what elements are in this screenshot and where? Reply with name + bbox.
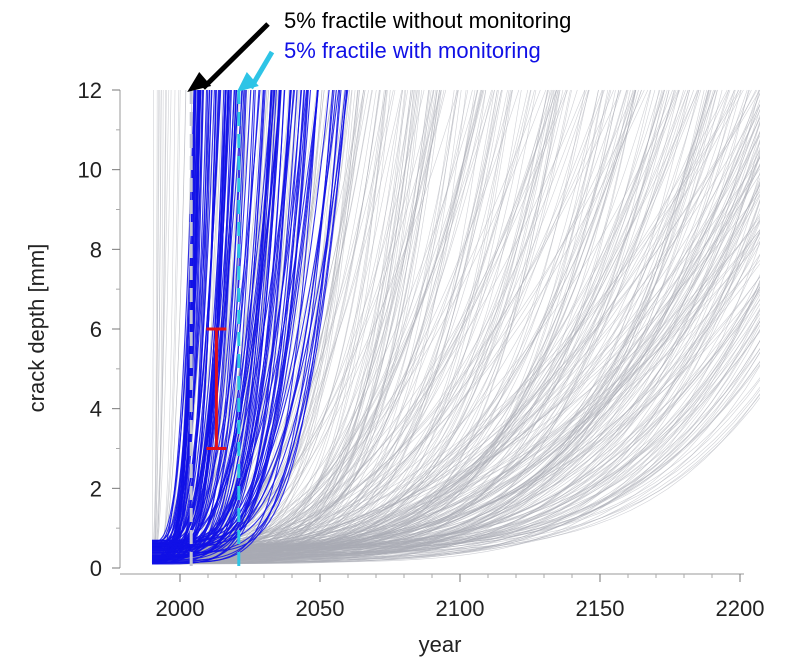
y-ticks: 0 2 4 6 8 10 12 xyxy=(78,78,120,581)
with-monitoring-curve xyxy=(152,89,335,543)
with-monitoring-curve xyxy=(152,89,275,552)
without-monitoring-curve xyxy=(151,89,605,564)
without-monitoring-curve xyxy=(152,152,760,565)
annotation-with-monitoring: 5% fractile with monitoring xyxy=(284,38,541,63)
with-monitoring-curve xyxy=(152,89,245,556)
without-monitoring-curve xyxy=(152,177,760,564)
with-monitoring-curve xyxy=(152,89,235,564)
without-monitoring-curve xyxy=(152,180,760,549)
with-monitoring-curve xyxy=(152,89,217,545)
with-monitoring-series xyxy=(152,89,349,565)
y-tick-label: 6 xyxy=(90,317,102,342)
without-monitoring-curve xyxy=(151,89,603,556)
with-monitoring-curve xyxy=(152,89,286,558)
y-tick-label: 8 xyxy=(90,237,102,262)
arrow-without-head xyxy=(187,72,212,92)
y-tick-label: 2 xyxy=(90,476,102,501)
without-monitoring-curve xyxy=(151,90,154,563)
with-monitoring-curve xyxy=(152,89,272,560)
without-monitoring-curve xyxy=(152,360,760,545)
without-monitoring-curve xyxy=(152,276,760,545)
without-monitoring-curve xyxy=(152,187,760,561)
with-monitoring-curve xyxy=(152,89,199,543)
with-monitoring-curve xyxy=(152,89,334,564)
with-monitoring-curve xyxy=(152,89,342,561)
with-monitoring-curve xyxy=(152,89,308,549)
y-tick-label: 12 xyxy=(78,78,102,103)
arrow-with-head xyxy=(236,72,259,92)
without-monitoring-curve xyxy=(152,163,760,564)
without-monitoring-curve xyxy=(152,89,742,558)
x-tick-label: 2200 xyxy=(716,596,765,621)
y-tick-label: 4 xyxy=(90,397,102,422)
without-monitoring-curve xyxy=(152,282,760,562)
x-tick-label: 2050 xyxy=(296,596,345,621)
x-tick-label: 2150 xyxy=(576,596,625,621)
without-monitoring-curve xyxy=(152,165,760,549)
x-tick-label: 2100 xyxy=(436,596,485,621)
with-monitoring-curve xyxy=(152,89,319,561)
without-monitoring-curve xyxy=(152,303,760,547)
with-monitoring-curve xyxy=(152,89,276,559)
arrow-without-shaft xyxy=(201,22,270,90)
y-tick-label: 0 xyxy=(90,556,102,581)
annotation-without-monitoring: 5% fractile without monitoring xyxy=(284,8,571,33)
annotation-arrows xyxy=(187,22,275,92)
y-tick-label: 10 xyxy=(78,158,102,183)
with-monitoring-curve xyxy=(152,89,312,565)
error-bar xyxy=(206,327,227,450)
x-ticks: 2000 2050 2100 2150 2200 xyxy=(156,574,765,621)
x-axis-label: year xyxy=(419,632,462,657)
y-axis-label: crack depth [mm] xyxy=(24,244,49,413)
x-tick-label: 2000 xyxy=(156,596,205,621)
without-monitoring-curve xyxy=(152,365,760,556)
without-monitoring-curve xyxy=(152,131,760,552)
without-monitoring-curve xyxy=(152,89,637,563)
